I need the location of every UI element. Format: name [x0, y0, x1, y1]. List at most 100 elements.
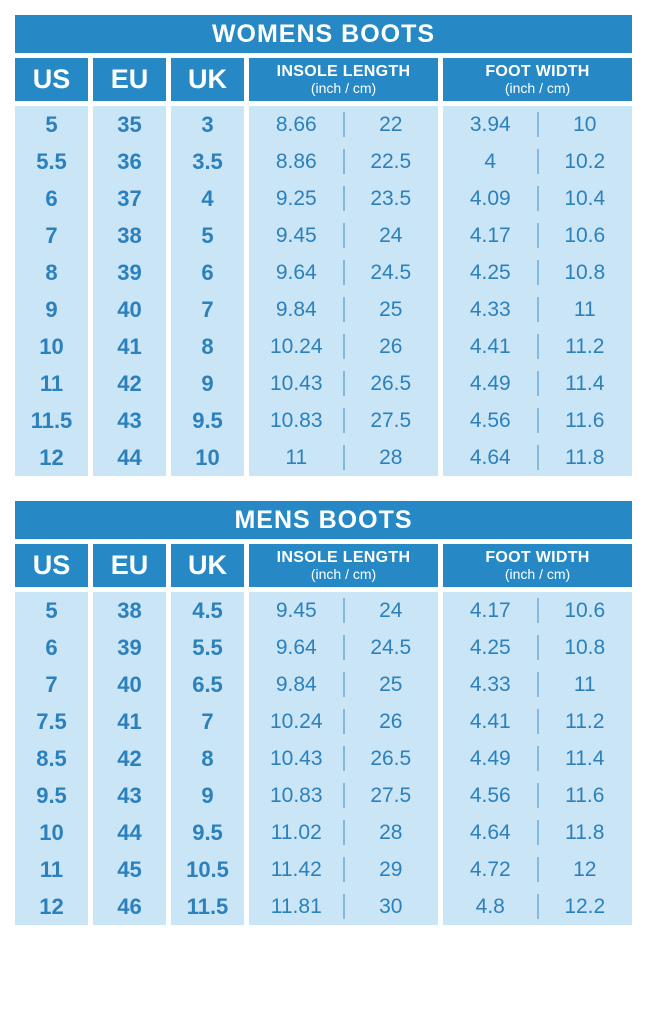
- table-row: 8 39 6 9.64 24.5 4.25 10.8: [15, 254, 632, 291]
- foot-width-cell: 4.49 11.4: [443, 740, 632, 777]
- uk-size-cell: 3.5: [171, 143, 244, 180]
- foot-width-cm-value: 11: [573, 297, 596, 321]
- insole-cm-value: 26: [379, 334, 403, 358]
- inch-cm-divider: [342, 296, 345, 323]
- foot-width-inch-value: 4.64: [469, 820, 511, 844]
- eu-size-cell: 38: [93, 217, 166, 254]
- table-row: 9 40 7 9.84 25 4.33 11: [15, 291, 632, 328]
- inch-cm-divider: [536, 222, 539, 249]
- foot-width-inch-value: 4.33: [469, 672, 511, 696]
- insole-length-cell: 9.64 24.5: [249, 254, 438, 291]
- foot-width-cm-value: 11.6: [565, 783, 605, 807]
- insole-length-cell: 9.25 23.5: [249, 180, 438, 217]
- foot-width-cell: 4.33 11: [443, 666, 632, 703]
- table-row: 9.5 43 9 10.83 27.5 4.56 11.6: [15, 777, 632, 814]
- us-size-cell: 11: [15, 365, 88, 402]
- table-row: 12 46 11.5 11.81 30 4.8 12.2: [15, 888, 632, 925]
- eu-size-cell: 42: [93, 365, 166, 402]
- insole-length-cell: 10.83 27.5: [249, 402, 438, 439]
- foot-width-units-label: (inch / cm): [504, 565, 571, 582]
- uk-size-cell: 7: [171, 703, 244, 740]
- eu-size-cell: 39: [93, 629, 166, 666]
- inch-cm-divider: [342, 708, 345, 735]
- inch-cm-divider: [342, 634, 345, 661]
- foot-width-cell: 4.33 11: [443, 291, 632, 328]
- insole-cm-value: 27.5: [370, 783, 412, 807]
- inch-cm-divider: [342, 370, 345, 397]
- us-size-cell: 11.5: [15, 402, 88, 439]
- foot-width-cell: 4.64 11.8: [443, 439, 632, 476]
- insole-cm-value: 24.5: [370, 635, 412, 659]
- uk-size-cell: 5: [171, 217, 244, 254]
- inch-cm-divider: [536, 819, 539, 846]
- inch-cm-divider: [342, 148, 345, 175]
- foot-width-cm-value: 11.8: [565, 445, 605, 469]
- insole-cm-value: 24: [379, 223, 403, 247]
- foot-width-cm-value: 10.6: [564, 598, 606, 622]
- table-row: 5.5 36 3.5 8.86 22.5 4 10.2: [15, 143, 632, 180]
- foot-width-cell: 4.25 10.8: [443, 629, 632, 666]
- insole-length-cell: 8.66 22: [249, 106, 438, 143]
- uk-size-cell: 9.5: [171, 402, 244, 439]
- inch-cm-divider: [342, 259, 345, 286]
- foot-width-inch-value: 4.56: [469, 783, 511, 807]
- inch-cm-divider: [536, 444, 539, 471]
- insole-length-cell: 10.24 26: [249, 703, 438, 740]
- inch-cm-divider: [342, 597, 345, 624]
- us-size-cell: 9.5: [15, 777, 88, 814]
- inch-cm-divider: [536, 634, 539, 661]
- inch-cm-divider: [342, 407, 345, 434]
- us-size-cell: 7: [15, 217, 88, 254]
- insole-inch-value: 10.43: [269, 371, 323, 395]
- table-row: 10 41 8 10.24 26 4.41 11.2: [15, 328, 632, 365]
- insole-length-cell: 11.02 28: [249, 814, 438, 851]
- foot-width-cm-value: 11.2: [565, 709, 605, 733]
- insole-length-units-label: (inch / cm): [310, 79, 377, 96]
- mens-table-body: 5 38 4.5 9.45 24 4.17 10.6 6 39 5.5 9.64…: [15, 592, 632, 925]
- table-row: 5 38 4.5 9.45 24 4.17 10.6: [15, 592, 632, 629]
- foot-width-cell: 4.56 11.6: [443, 777, 632, 814]
- inch-cm-divider: [342, 185, 345, 212]
- inch-cm-divider: [342, 745, 345, 772]
- insole-inch-value: 9.84: [275, 297, 317, 321]
- uk-size-cell: 10.5: [171, 851, 244, 888]
- foot-width-inch-value: 4.49: [469, 746, 511, 770]
- foot-width-cm-value: 10.2: [564, 149, 606, 173]
- insole-inch-value: 10.83: [269, 408, 323, 432]
- header-uk-column: UK: [171, 58, 244, 101]
- insole-length-units-label: (inch / cm): [310, 565, 377, 582]
- inch-cm-divider: [536, 856, 539, 883]
- eu-size-cell: 43: [93, 777, 166, 814]
- insole-length-cell: 11.81 30: [249, 888, 438, 925]
- table-row: 5 35 3 8.66 22 3.94 10: [15, 106, 632, 143]
- header-insole-length-column: INSOLE LENGTH (inch / cm): [249, 58, 438, 101]
- foot-width-cm-value: 10: [573, 112, 597, 136]
- insole-length-cell: 9.45 24: [249, 592, 438, 629]
- inch-cm-divider: [536, 333, 539, 360]
- uk-size-cell: 7: [171, 291, 244, 328]
- eu-size-cell: 42: [93, 740, 166, 777]
- foot-width-inch-value: 4.41: [469, 709, 511, 733]
- inch-cm-divider: [342, 893, 345, 920]
- foot-width-cm-value: 11.4: [565, 371, 605, 395]
- header-uk-column: UK: [171, 544, 244, 587]
- uk-size-cell: 9: [171, 777, 244, 814]
- inch-cm-divider: [536, 745, 539, 772]
- insole-length-cell: 9.84 25: [249, 666, 438, 703]
- foot-width-cell: 3.94 10: [443, 106, 632, 143]
- eu-size-cell: 40: [93, 666, 166, 703]
- foot-width-cm-value: 10.6: [564, 223, 606, 247]
- insole-length-cell: 9.84 25: [249, 291, 438, 328]
- foot-width-inch-value: 4.25: [469, 635, 511, 659]
- foot-width-label: FOOT WIDTH: [485, 63, 590, 80]
- foot-width-cell: 4 10.2: [443, 143, 632, 180]
- foot-width-cm-value: 12: [573, 857, 597, 881]
- us-size-cell: 10: [15, 814, 88, 851]
- insole-inch-value: 11.81: [270, 894, 322, 918]
- foot-width-inch-value: 4.64: [469, 445, 511, 469]
- insole-cm-value: 26.5: [370, 746, 412, 770]
- header-foot-width-column: FOOT WIDTH (inch / cm): [443, 544, 632, 587]
- insole-inch-value: 9.25: [275, 186, 317, 210]
- insole-inch-value: 8.66: [275, 112, 317, 136]
